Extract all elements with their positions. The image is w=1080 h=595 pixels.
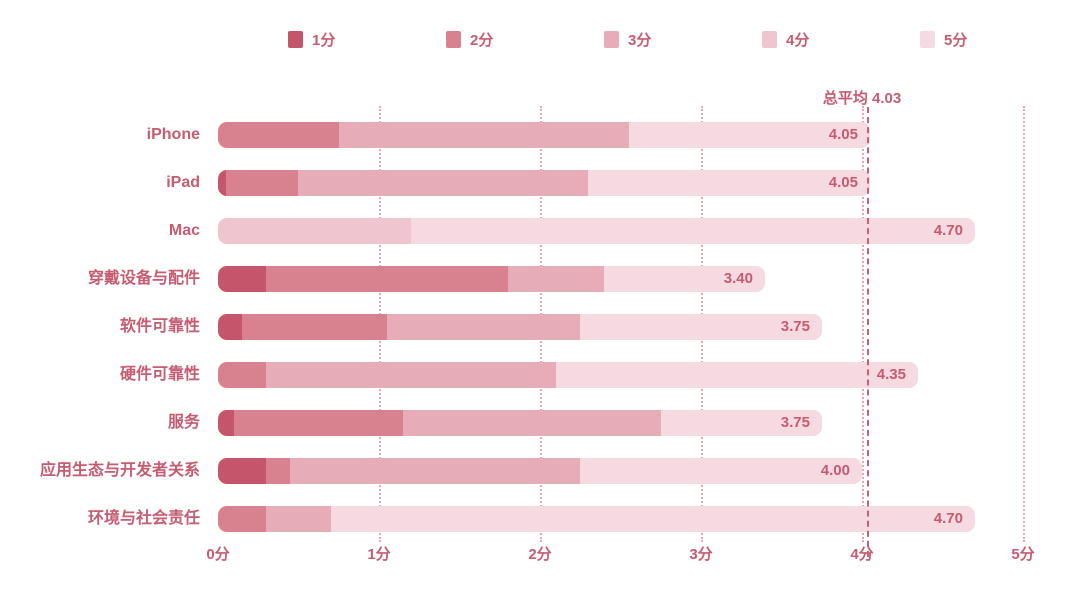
- bar-segment-score-2[interactable]: [234, 410, 404, 436]
- bar-row[interactable]: 4.70: [218, 506, 975, 532]
- legend-label: 5分: [944, 32, 968, 49]
- bar-segment-score-3[interactable]: [338, 122, 629, 148]
- bar-value-label: 4.05: [828, 126, 858, 143]
- category-label: 穿戴设备与配件: [87, 270, 200, 287]
- bar-row[interactable]: 4.35: [218, 362, 918, 388]
- bar-segment-score-3[interactable]: [266, 506, 331, 532]
- legend-label: 4分: [786, 32, 810, 49]
- legend: 1分 2分 3分 4分 5分: [288, 29, 967, 50]
- bar-segment-score-3[interactable]: [298, 170, 589, 196]
- bar-segment-score-3[interactable]: [290, 458, 581, 484]
- x-axis-tick-label: 4分: [850, 546, 874, 563]
- gridline: [862, 106, 864, 542]
- bar-segment-score-5[interactable]: [411, 218, 975, 244]
- legend-swatch-4-icon: [762, 31, 777, 48]
- bar-segment-score-5[interactable]: [580, 314, 822, 340]
- legend-label: 3分: [628, 32, 652, 49]
- category-label: 环境与社会责任: [87, 510, 200, 527]
- category-label: Mac: [168, 222, 200, 239]
- legend-item: 3分: [604, 29, 762, 50]
- bar-row[interactable]: 3.75: [218, 314, 822, 340]
- bar-value-label: 4.05: [828, 174, 858, 191]
- bar-segment-score-5[interactable]: [588, 170, 870, 196]
- category-label: iPad: [166, 174, 200, 191]
- bar-segment-score-2[interactable]: [266, 458, 291, 484]
- category-label: 应用生态与开发者关系: [39, 462, 200, 479]
- bar-value-label: 4.35: [876, 366, 906, 383]
- legend-item: 5分: [920, 29, 967, 50]
- bar-segment-score-2[interactable]: [218, 122, 339, 148]
- legend-swatch-3-icon: [604, 31, 619, 48]
- average-label: 总平均 4.03: [822, 90, 902, 107]
- bar-row[interactable]: 4.05: [218, 122, 870, 148]
- bar-segment-score-1[interactable]: [218, 170, 227, 196]
- bar-segment-score-1[interactable]: [218, 410, 235, 436]
- x-axis-tick-label: 2分: [528, 546, 552, 563]
- bar-value-label: 3.75: [780, 414, 810, 431]
- bar-row[interactable]: 4.70: [218, 218, 975, 244]
- bar-segment-score-5[interactable]: [660, 410, 822, 436]
- average-reference-line: [867, 107, 869, 557]
- category-label: 硬件可靠性: [119, 366, 200, 383]
- x-axis-tick-label: 0分: [206, 546, 230, 563]
- category-label: 软件可靠性: [119, 318, 200, 335]
- legend-item: 1分: [288, 29, 446, 50]
- bar-segment-score-1[interactable]: [218, 266, 267, 292]
- legend-swatch-5-icon: [920, 31, 935, 48]
- legend-swatch-1-icon: [288, 31, 303, 48]
- legend-item: 2分: [446, 29, 604, 50]
- bar-segment-score-5[interactable]: [628, 122, 870, 148]
- bar-segment-score-3[interactable]: [507, 266, 605, 292]
- bar-segment-score-2[interactable]: [242, 314, 388, 340]
- legend-label: 1分: [312, 32, 336, 49]
- bar-value-label: 4.00: [820, 462, 850, 479]
- legend-item: 4分: [762, 29, 920, 50]
- bar-segment-score-2[interactable]: [218, 506, 267, 532]
- category-label: iPhone: [146, 126, 200, 143]
- gridline: [1023, 106, 1025, 542]
- bar-row[interactable]: 3.40: [218, 266, 765, 292]
- bar-row[interactable]: 4.00: [218, 458, 862, 484]
- bar-segment-score-2[interactable]: [218, 362, 267, 388]
- bar-segment-score-2[interactable]: [266, 266, 508, 292]
- bar-value-label: 3.40: [723, 270, 753, 287]
- x-axis-tick-label: 5分: [1011, 546, 1035, 563]
- bar-segment-score-3[interactable]: [387, 314, 581, 340]
- bar-segment-score-5[interactable]: [604, 266, 765, 292]
- bar-segment-score-5[interactable]: [556, 362, 918, 388]
- bar-segment-score-5[interactable]: [330, 506, 975, 532]
- x-axis-tick-label: 3分: [689, 546, 713, 563]
- x-axis-tick-label: 1分: [367, 546, 391, 563]
- bar-row[interactable]: 4.05: [218, 170, 870, 196]
- bar-segment-score-2[interactable]: [226, 170, 299, 196]
- bar-segment-score-4[interactable]: [218, 218, 412, 244]
- legend-swatch-2-icon: [446, 31, 461, 48]
- bar-segment-score-3[interactable]: [403, 410, 661, 436]
- bar-value-label: 3.75: [780, 318, 810, 335]
- legend-label: 2分: [470, 32, 494, 49]
- bar-segment-score-5[interactable]: [580, 458, 862, 484]
- bar-segment-score-3[interactable]: [266, 362, 557, 388]
- bar-segment-score-1[interactable]: [218, 314, 243, 340]
- bar-row[interactable]: 3.75: [218, 410, 822, 436]
- category-label: 服务: [167, 414, 200, 431]
- bar-value-label: 4.70: [933, 510, 963, 527]
- bar-segment-score-1[interactable]: [218, 458, 267, 484]
- bar-value-label: 4.70: [933, 222, 963, 239]
